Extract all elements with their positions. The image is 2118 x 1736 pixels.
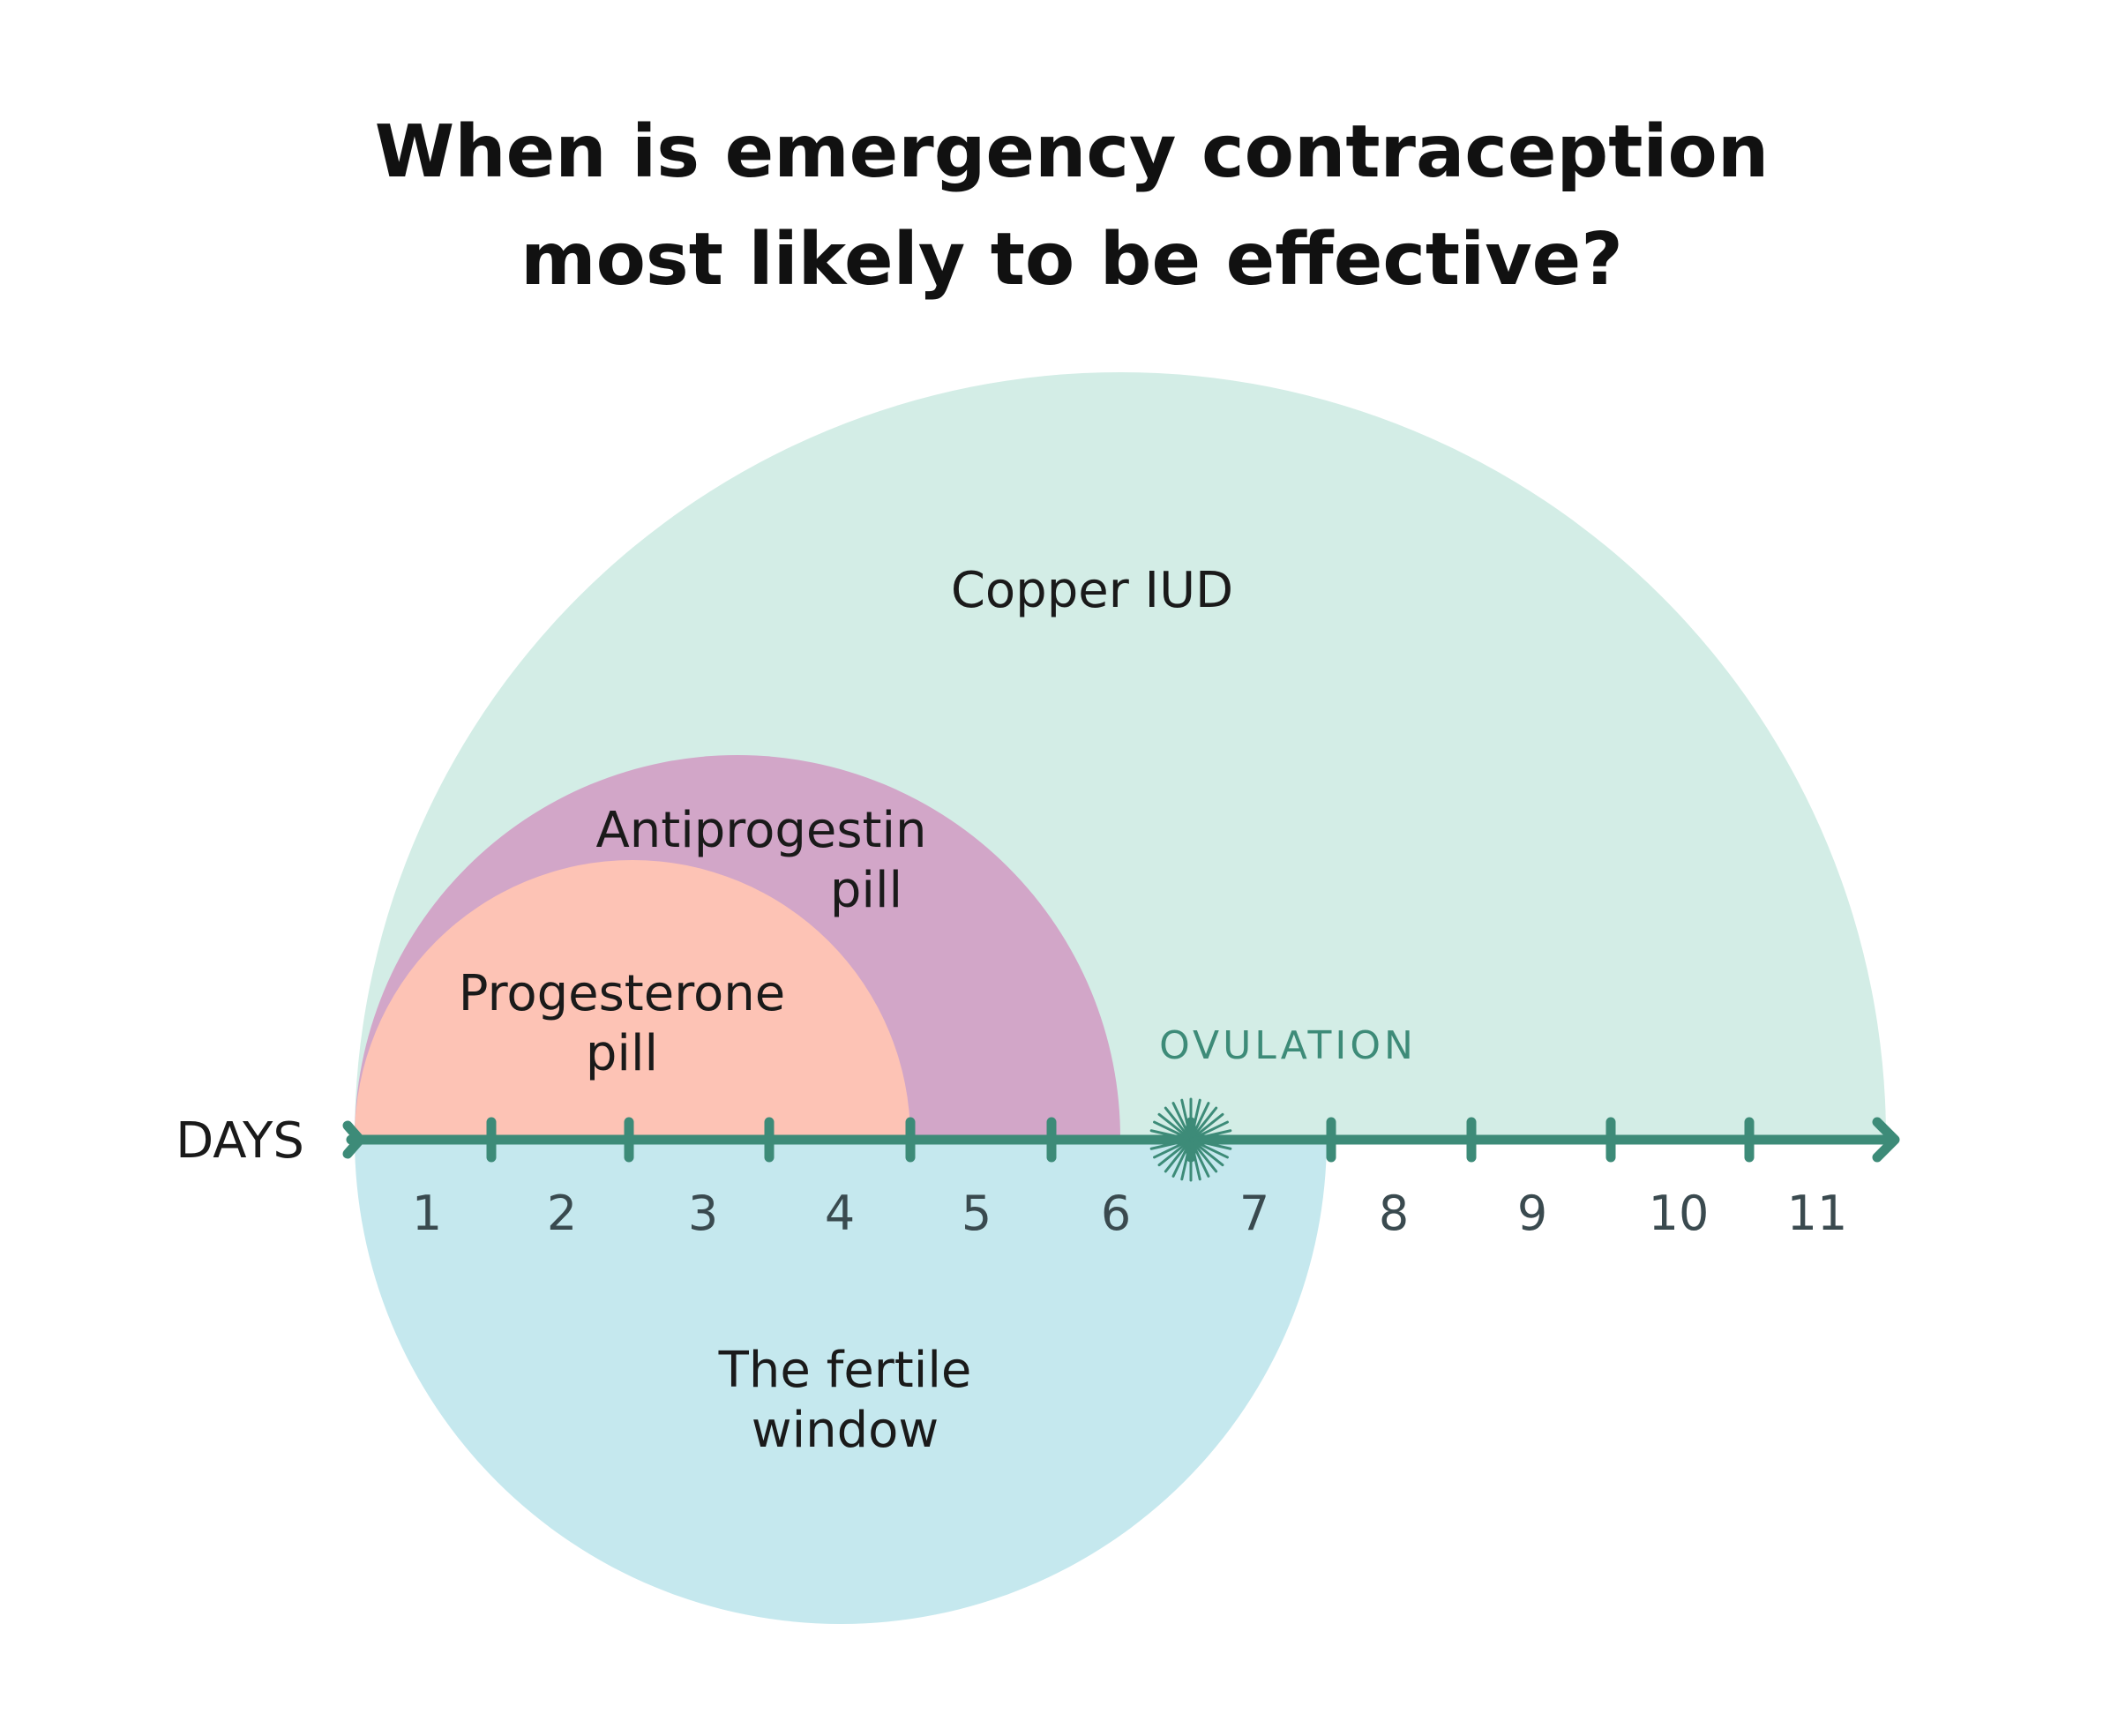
ovulation-label: OVULATION [1159,1023,1417,1068]
ovulation-ray [1157,1112,1193,1141]
ovulation-ray [1164,1138,1193,1173]
progesterone-label-line-2: pill [586,1025,658,1082]
ovulation-ray [1189,1102,1210,1141]
tick-label-3: 3 [688,1186,718,1241]
ovulation-ray [1189,1138,1201,1181]
ovulation-ray [1189,1112,1224,1141]
ovulation-ray [1189,1098,1201,1141]
ovulation-ray [1171,1102,1193,1141]
tick-label-6: 6 [1101,1186,1131,1241]
ovulation-ray [1164,1106,1193,1141]
fertile-window-label-line-1: The fertile [718,1342,972,1399]
ovulation-ray [1189,1138,1232,1150]
antiprogestin-label-line-2: pill [830,862,902,919]
axis-tick-labels: 1 2 3 4 5 6 7 8 9 10 11 [412,1186,1848,1241]
progesterone-pill-region [355,860,910,1138]
ovulation-ray [1149,1129,1193,1141]
days-axis-label: DAYS [176,1112,304,1170]
tick-label-2: 2 [547,1186,577,1241]
tick-label-7: 7 [1239,1186,1269,1241]
ovulation-ray [1153,1120,1193,1141]
axis-start-chevron [342,1120,365,1159]
axis-ticks [486,1117,1755,1163]
ovulation-ray [1180,1098,1193,1141]
ovulation-ray [1171,1138,1193,1178]
antiprogestin-label-line-1: Antiprogestin [595,802,926,859]
ovulation-ray [1180,1138,1193,1181]
title-line-2: most likely to be effective? [520,218,1623,302]
ovulation-ray [1189,1138,1210,1178]
ovulation-ray [1189,1138,1229,1159]
fertile-window-region [355,1138,1327,1624]
tick-label-4: 4 [825,1186,855,1241]
tick-label-9: 9 [1517,1186,1547,1241]
progesterone-label-line-1: Progesterone [459,965,785,1022]
ovulation-ray [1189,1120,1229,1141]
copper-iud-label: Copper IUD [951,562,1233,619]
fertile-window-label-line-2: window [752,1402,939,1459]
axis-arrowhead [1872,1117,1900,1163]
ovulation-burst-icon [1149,1097,1233,1182]
ovulation-ray [1189,1138,1224,1167]
days-axis [342,1117,1900,1163]
ovulation-ray [1189,1129,1232,1141]
tick-label-10: 10 [1649,1186,1710,1241]
ovulation-ray [1189,1138,1218,1173]
ovulation-ray [1149,1138,1193,1150]
ovulation-ray [1153,1138,1193,1159]
tick-label-11: 11 [1787,1186,1848,1241]
tick-label-1: 1 [412,1186,442,1241]
ovulation-ray [1189,1106,1218,1141]
tick-label-5: 5 [962,1186,992,1241]
ovulation-ray [1157,1138,1193,1167]
tick-label-8: 8 [1379,1186,1409,1241]
title-line-1: When is emergency contraception [375,110,1769,194]
